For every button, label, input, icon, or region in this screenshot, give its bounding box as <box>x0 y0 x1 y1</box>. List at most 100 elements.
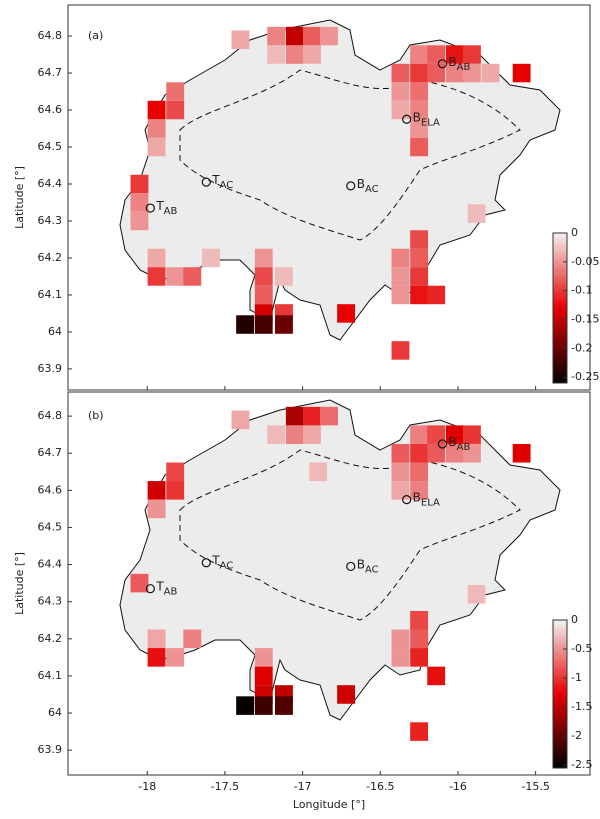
cell <box>166 267 185 286</box>
cell <box>285 406 304 426</box>
y-tick-label: 64.6 <box>38 483 63 496</box>
station-label: BELA <box>413 490 440 509</box>
x-tick-label: -18 <box>138 780 156 793</box>
cell <box>166 82 185 101</box>
cell <box>254 648 273 667</box>
x-tick-label: -16 <box>449 780 467 793</box>
cell <box>410 100 429 120</box>
cell <box>130 174 149 194</box>
panel-label: (a) <box>88 29 103 42</box>
station-marker <box>402 495 412 505</box>
cell <box>391 100 410 120</box>
cell <box>302 26 321 46</box>
station-marker <box>346 561 356 572</box>
cell <box>285 26 304 46</box>
station-name: B <box>413 490 421 504</box>
cell <box>462 63 481 83</box>
cell <box>166 100 185 120</box>
cell <box>410 137 429 157</box>
station-name: T <box>155 199 164 213</box>
x-tick-label: -16.5 <box>366 780 394 793</box>
y-tick-label: 63.9 <box>38 362 63 375</box>
y-tick-label: 63.9 <box>38 743 63 756</box>
cell <box>410 722 429 741</box>
cell <box>410 648 429 667</box>
cell <box>254 248 273 268</box>
x-tick-label: -17 <box>294 780 312 793</box>
station-label: TAB <box>155 199 177 218</box>
station-name: B <box>448 434 456 448</box>
cell <box>391 648 410 667</box>
y-axis-label: Latitude [°] <box>13 166 26 229</box>
station-label: TAC <box>211 173 233 192</box>
station-marker <box>346 181 356 191</box>
station-sub: AC <box>365 184 379 195</box>
cell <box>147 481 166 500</box>
cell <box>481 63 500 83</box>
cell <box>410 230 429 249</box>
y-tick-label: 64.1 <box>38 669 63 682</box>
cell <box>427 63 446 83</box>
station-label: BAC <box>357 176 379 195</box>
cell <box>445 443 464 463</box>
colorbar-tick-label: -2.5 <box>571 758 592 771</box>
colorbar <box>552 232 568 384</box>
cell <box>267 26 286 46</box>
cell <box>236 696 255 715</box>
station-sub: AC <box>220 180 234 191</box>
cell <box>445 63 464 83</box>
cell <box>285 425 304 444</box>
cell <box>267 425 286 444</box>
cell <box>254 696 273 715</box>
cell <box>410 610 429 630</box>
y-tick-label: 64.7 <box>38 446 63 459</box>
cell <box>166 648 185 667</box>
station-name: T <box>211 553 220 567</box>
cell <box>445 425 464 444</box>
cell <box>462 45 481 64</box>
panel-b-frame <box>67 391 591 776</box>
panel-a-frame <box>67 4 591 391</box>
cell <box>254 285 273 305</box>
colorbar-tick-label: -0.1 <box>571 284 592 297</box>
cell <box>410 481 429 500</box>
station-label: TAC <box>211 553 233 572</box>
y-tick-label: 64.8 <box>38 409 63 422</box>
cell <box>147 629 166 649</box>
y-tick-label: 64.1 <box>38 288 63 301</box>
station-name: T <box>155 579 164 593</box>
cell <box>391 443 410 463</box>
cell <box>147 648 166 667</box>
cell <box>147 137 166 157</box>
y-tick-label: 64.3 <box>38 595 63 608</box>
cell <box>231 30 250 50</box>
cell <box>512 63 531 83</box>
cell <box>391 248 410 268</box>
x-tick-label: -15.5 <box>521 780 549 793</box>
station-sub: AB <box>457 62 471 73</box>
cell <box>320 406 338 426</box>
cell <box>254 315 273 334</box>
cell <box>147 267 166 286</box>
cell <box>231 410 250 430</box>
cell <box>512 443 531 463</box>
cell <box>467 204 486 223</box>
cell <box>410 425 429 444</box>
cell <box>427 285 446 305</box>
cell <box>391 481 410 500</box>
station-sub: AC <box>365 564 379 575</box>
cell <box>410 267 429 286</box>
station-label: BAB <box>448 54 470 72</box>
cell <box>427 443 446 463</box>
colorbar-tick-label: -0.15 <box>571 313 599 326</box>
cell <box>462 443 481 463</box>
cell <box>267 45 286 64</box>
cell <box>147 248 166 268</box>
colorbar-tick-label: -0.05 <box>571 255 599 268</box>
station-sub: AB <box>164 587 178 598</box>
y-tick-label: 64 <box>48 325 62 338</box>
cell <box>391 63 410 83</box>
y-tick-label: 64.7 <box>38 66 63 79</box>
cell <box>275 315 293 334</box>
station-name: B <box>357 557 365 571</box>
